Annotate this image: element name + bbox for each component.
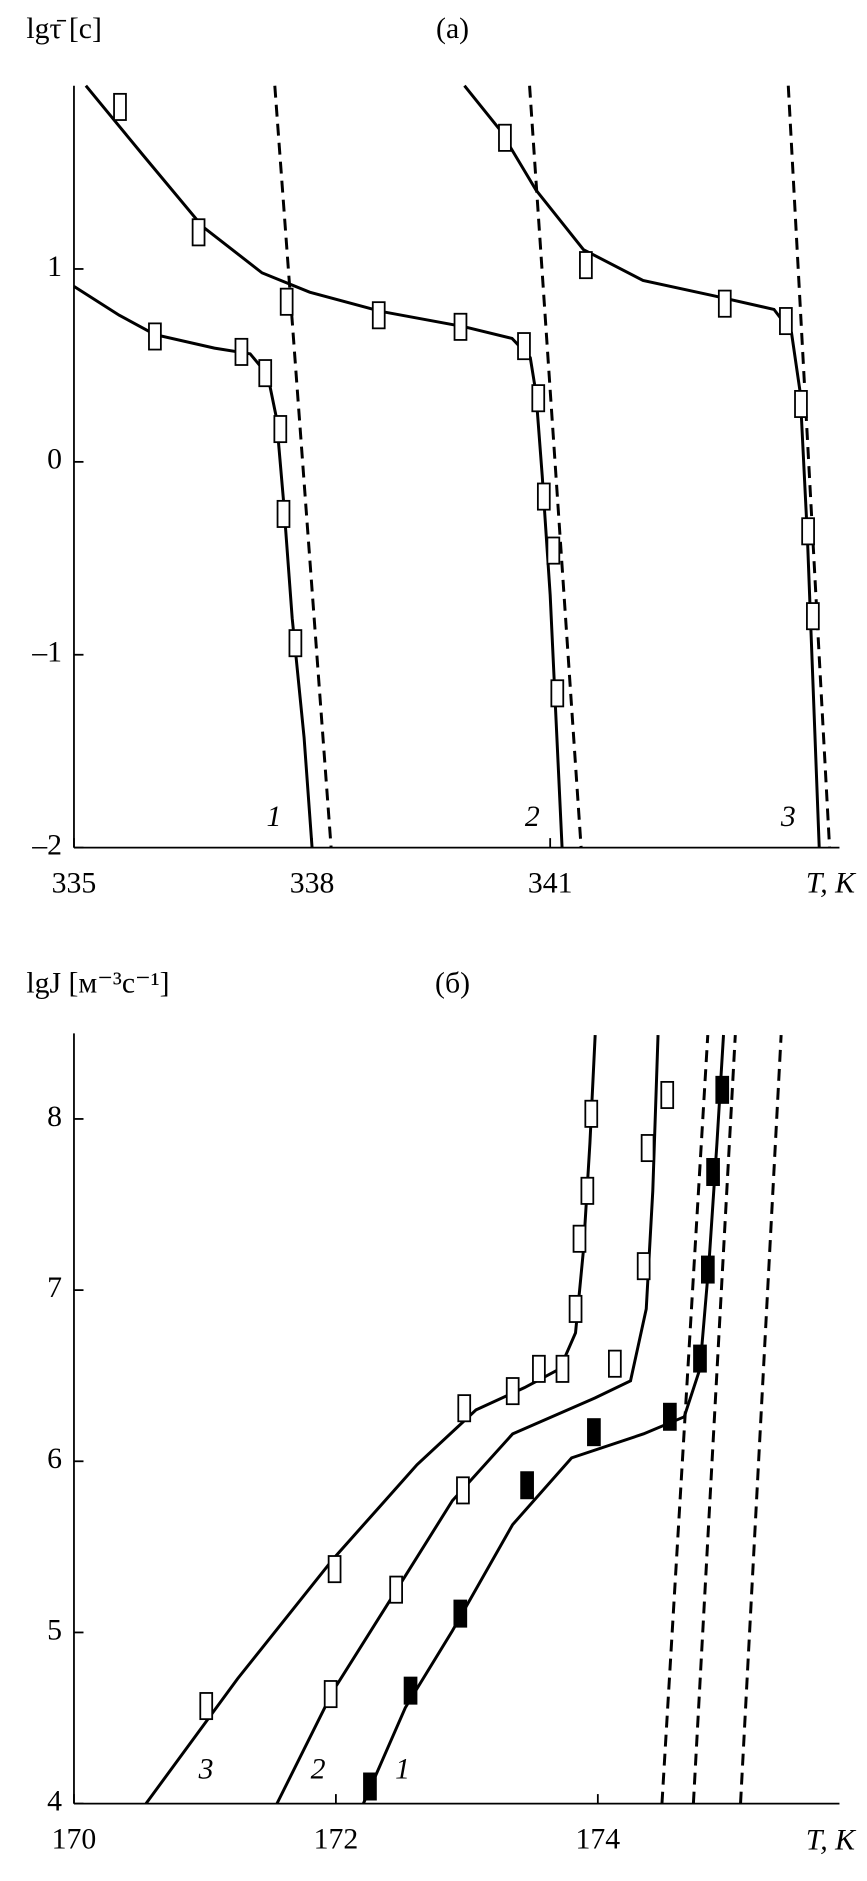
data-point bbox=[532, 1354, 546, 1383]
data-point bbox=[779, 307, 793, 336]
data-point bbox=[323, 1680, 338, 1709]
x-tick-label: 341 bbox=[528, 867, 573, 900]
data-point bbox=[288, 629, 303, 658]
data-point bbox=[363, 1772, 377, 1801]
data-point bbox=[199, 1692, 214, 1721]
data-point bbox=[273, 415, 288, 444]
x-tick-label: 335 bbox=[52, 867, 97, 900]
data-point bbox=[693, 1344, 707, 1373]
data-point bbox=[640, 1134, 655, 1163]
curve-label: 2 bbox=[311, 1752, 326, 1785]
data-point bbox=[663, 1402, 677, 1431]
y-tick-label: 7 bbox=[47, 1271, 62, 1304]
data-point bbox=[801, 517, 815, 546]
dashed-line bbox=[691, 1034, 737, 1804]
data-point bbox=[234, 337, 249, 366]
fit-curve bbox=[73, 285, 314, 848]
fit-curve bbox=[463, 84, 821, 848]
y-tick-label: 8 bbox=[47, 1100, 62, 1133]
dashed-line bbox=[273, 85, 333, 848]
data-point bbox=[276, 499, 291, 528]
data-point bbox=[191, 218, 206, 247]
curve-label: 3 bbox=[198, 1752, 214, 1785]
data-point bbox=[608, 1349, 622, 1378]
curve-label: 2 bbox=[525, 800, 540, 833]
data-point bbox=[572, 1224, 587, 1253]
curve-label: 1 bbox=[267, 800, 282, 833]
data-point bbox=[148, 322, 162, 351]
y-tick-label: 4 bbox=[47, 1784, 62, 1817]
dashed-line bbox=[739, 1034, 783, 1804]
data-point bbox=[546, 536, 561, 565]
dashed-line bbox=[660, 1034, 710, 1804]
data-point bbox=[660, 1080, 675, 1109]
curve-label: 1 bbox=[395, 1752, 410, 1785]
x-tick-label: 174 bbox=[576, 1823, 621, 1856]
data-point bbox=[806, 602, 820, 631]
y-tick-label: 6 bbox=[47, 1442, 62, 1475]
x-axis-label: T, K bbox=[806, 1824, 857, 1857]
x-tick-label: 172 bbox=[314, 1823, 359, 1856]
x-axis-label: T, K bbox=[806, 867, 857, 900]
data-point bbox=[517, 332, 531, 361]
data-point bbox=[706, 1158, 720, 1186]
y-tick-label: 5 bbox=[47, 1613, 62, 1646]
data-point bbox=[580, 1176, 595, 1205]
data-point bbox=[258, 359, 273, 388]
data-point bbox=[584, 1099, 599, 1128]
data-point bbox=[536, 482, 551, 511]
data-point bbox=[453, 1599, 468, 1628]
data-point bbox=[568, 1294, 583, 1323]
data-point bbox=[715, 1075, 730, 1104]
data-point bbox=[113, 92, 127, 121]
data-point bbox=[794, 390, 808, 418]
data-point bbox=[555, 1354, 570, 1383]
data-point bbox=[453, 312, 468, 341]
data-point bbox=[531, 384, 546, 413]
y-tick-label: 1 bbox=[47, 250, 62, 283]
dashed-line bbox=[786, 85, 832, 848]
x-tick-label: 170 bbox=[52, 1823, 97, 1856]
data-point bbox=[327, 1555, 342, 1584]
data-point bbox=[700, 1255, 715, 1284]
dashed-line bbox=[528, 85, 583, 848]
y-axis-label: lgJ [м⁻³с⁻¹] bbox=[26, 967, 169, 1000]
fit-curve bbox=[275, 1034, 660, 1805]
data-point bbox=[579, 251, 593, 280]
data-point bbox=[403, 1676, 418, 1705]
y-tick-label: –1 bbox=[31, 636, 62, 669]
data-point bbox=[456, 1476, 470, 1505]
y-axis-label: lgτ̄ [с] bbox=[26, 12, 102, 45]
data-point bbox=[550, 679, 565, 708]
data-point bbox=[389, 1575, 403, 1604]
y-tick-label: –2 bbox=[31, 828, 62, 861]
panel-title: (a) bbox=[436, 12, 469, 45]
fit-curve bbox=[144, 1034, 597, 1805]
data-point bbox=[457, 1394, 472, 1423]
data-point bbox=[636, 1252, 651, 1281]
curve-label: 3 bbox=[780, 800, 796, 833]
data-point bbox=[371, 301, 386, 330]
data-point bbox=[520, 1471, 534, 1500]
data-point bbox=[498, 123, 512, 152]
data-point bbox=[279, 287, 294, 316]
x-tick-label: 338 bbox=[290, 867, 335, 900]
data-point bbox=[717, 289, 732, 318]
panel-title: (б) bbox=[435, 967, 470, 1000]
y-tick-label: 0 bbox=[47, 443, 62, 476]
data-point bbox=[587, 1418, 601, 1447]
fit-curve bbox=[362, 1034, 725, 1805]
data-point bbox=[505, 1377, 520, 1406]
